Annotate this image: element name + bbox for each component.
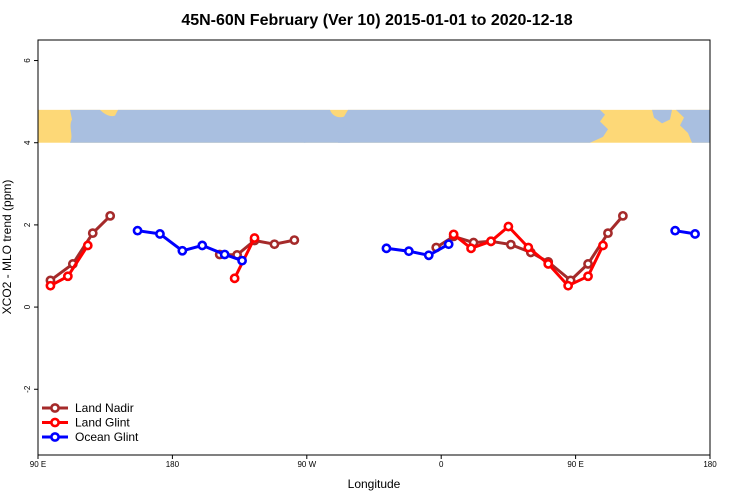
data-point-ocean-glint <box>219 249 230 260</box>
x-tick-label: 180 <box>166 460 180 469</box>
data-point-ocean-glint <box>443 239 454 250</box>
y-tick-label: 2 <box>23 222 32 227</box>
data-point-land-glint <box>563 280 574 291</box>
y-tick-label: 6 <box>23 58 32 63</box>
ocean-shape <box>652 109 672 124</box>
data-point-land-nadir <box>289 235 300 246</box>
data-point-land-nadir <box>617 210 628 221</box>
data-point-land-glint <box>229 273 240 284</box>
y-tick-label: 4 <box>23 140 32 145</box>
data-point-ocean-glint <box>177 245 188 256</box>
world-map-band <box>38 109 710 143</box>
map-ocean <box>70 109 710 143</box>
ocean-shape <box>676 109 710 143</box>
data-point-ocean-glint <box>197 240 208 251</box>
legend-label: Land Nadir <box>75 401 134 415</box>
x-tick-label: 180 <box>703 460 717 469</box>
legend-marker <box>50 417 60 428</box>
series-ocean-glint <box>132 225 700 266</box>
data-point-land-glint <box>583 271 593 282</box>
data-point-land-nadir <box>269 239 280 250</box>
legend-marker <box>50 403 60 413</box>
data-point-land-glint <box>448 229 459 240</box>
data-point-land-nadir <box>583 259 593 269</box>
x-tick-label: 90 E <box>30 460 46 469</box>
data-point-land-nadir <box>505 239 516 250</box>
data-point-land-glint <box>82 240 93 251</box>
data-point-ocean-glint <box>670 225 681 236</box>
data-point-land-glint <box>598 240 608 251</box>
data-point-ocean-glint <box>423 250 434 261</box>
y-tick-label: 0 <box>23 304 32 309</box>
series-line-land-nadir <box>49 214 112 282</box>
data-point-land-glint <box>523 242 534 253</box>
data-point-ocean-glint <box>690 229 700 239</box>
legend-item-land-nadir: Land Nadir <box>42 401 134 415</box>
x-tick-label: 90 E <box>567 460 583 469</box>
data-point-land-glint <box>486 236 496 247</box>
data-point-ocean-glint <box>403 246 414 257</box>
series-line-ocean-glint <box>386 242 450 257</box>
data-point-land-glint <box>466 243 476 254</box>
legend-item-land-glint: Land Glint <box>42 416 130 430</box>
data-point-land-glint <box>45 280 56 291</box>
ocean-shape <box>336 127 354 143</box>
x-axis: 90 E 180 90 W 0 90 E 180 <box>30 455 717 469</box>
data-point-land-nadir <box>603 228 613 239</box>
data-point-land-glint <box>62 271 73 282</box>
series-layer <box>45 210 700 291</box>
data-point-land-nadir <box>105 210 116 221</box>
y-axis: -2 0 2 4 6 <box>23 58 38 393</box>
legend-item-ocean-glint: Ocean Glint <box>42 430 139 444</box>
legend-marker <box>50 432 60 442</box>
x-axis-label: Longitude <box>348 477 401 491</box>
x-tick-label: 90 W <box>297 460 316 469</box>
chart-title: 45N-60N February (Ver 10) 2015-01-01 to … <box>181 12 572 29</box>
series-land-nadir <box>45 210 628 286</box>
plot-frame <box>37 39 711 456</box>
y-axis-label: XCO2 - MLO trend (ppm) <box>0 180 14 315</box>
data-point-ocean-glint <box>237 255 247 266</box>
data-point-land-glint <box>543 259 554 269</box>
series-land-glint <box>45 221 608 291</box>
data-point-ocean-glint <box>132 225 143 236</box>
data-point-ocean-glint <box>155 229 165 239</box>
legend-label: Ocean Glint <box>75 430 139 444</box>
ocean-shape <box>300 135 313 143</box>
ocean-shape <box>110 121 124 139</box>
legend-label: Land Glint <box>75 416 130 430</box>
x-tick-label: 0 <box>439 460 444 469</box>
data-point-land-glint <box>249 233 260 243</box>
y-tick-label: -2 <box>23 385 32 393</box>
ocean-shape <box>70 109 608 143</box>
data-point-land-nadir <box>87 228 98 239</box>
data-point-land-glint <box>503 221 514 232</box>
data-point-ocean-glint <box>381 243 392 254</box>
